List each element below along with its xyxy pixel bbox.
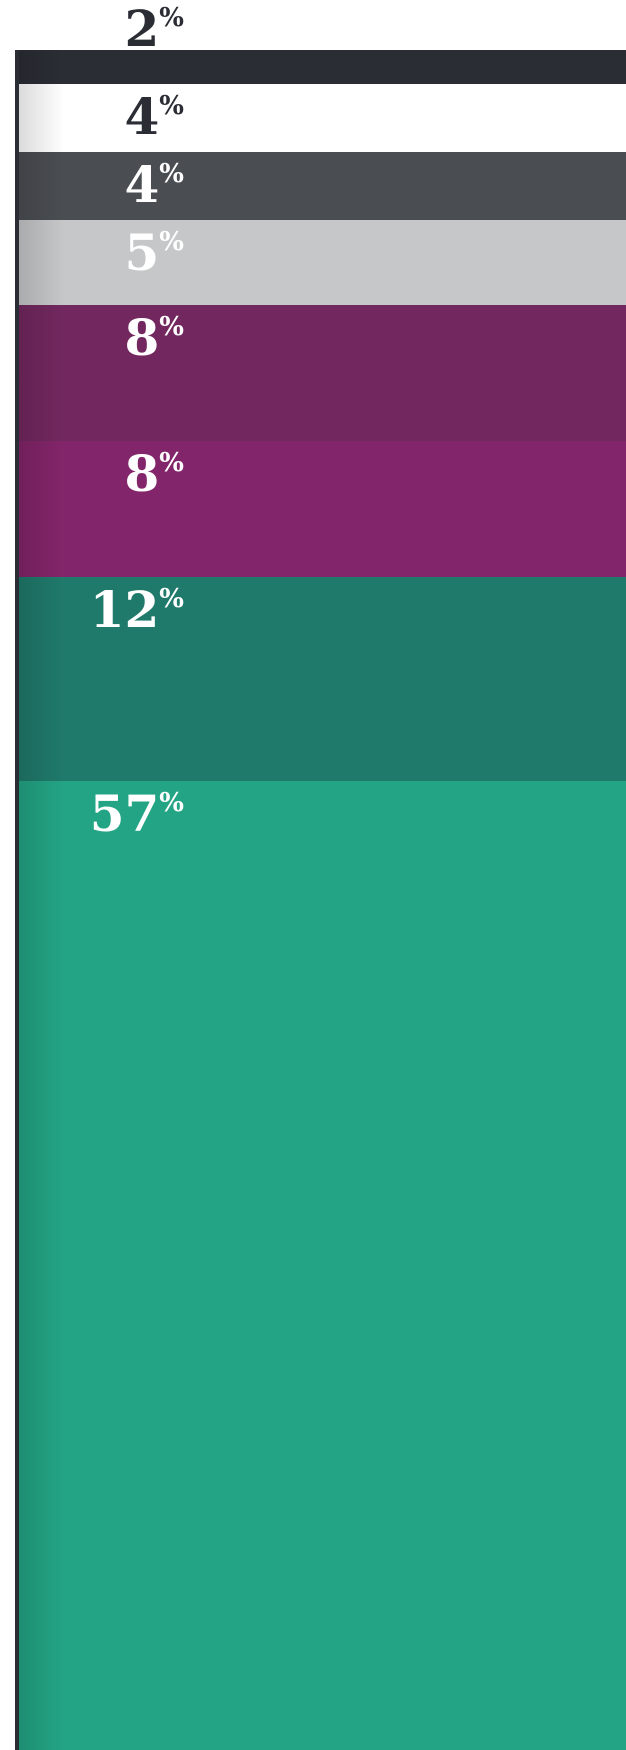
value-label: 57% (90, 784, 185, 843)
segment (19, 152, 626, 220)
segment-shade (19, 50, 64, 84)
segment (19, 441, 626, 577)
value-label: 5% (124, 223, 184, 282)
segment-shade (19, 781, 64, 1750)
segment-shade (19, 305, 64, 441)
value-label: 4% (124, 155, 184, 214)
segment-shade (19, 220, 64, 305)
stack (15, 50, 626, 1750)
segment-shade (19, 84, 64, 152)
segment-shade (19, 441, 64, 577)
value-label: 8% (124, 444, 184, 503)
segment (19, 84, 626, 152)
labels: 2% 4% 4% 5% 8% 8% 12% 57% (90, 0, 185, 843)
value-label: 8% (124, 308, 184, 367)
segment (19, 50, 626, 84)
segment (19, 577, 626, 781)
segment-shade (19, 152, 64, 220)
segment (19, 220, 626, 305)
segment (19, 781, 626, 1750)
axis-line (15, 50, 19, 1750)
value-label: 4% (124, 87, 184, 146)
value-label: 2% (124, 0, 184, 58)
segment-shade (19, 577, 64, 781)
segment (19, 305, 626, 441)
value-label: 12% (90, 580, 185, 639)
